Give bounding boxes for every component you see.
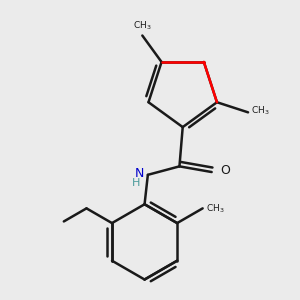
Text: CH$_3$: CH$_3$ [133,20,152,32]
Text: O: O [220,164,230,177]
Text: CH$_3$: CH$_3$ [206,202,224,214]
Text: H: H [132,178,141,188]
Text: N: N [135,167,145,180]
Text: CH$_3$: CH$_3$ [251,104,270,117]
